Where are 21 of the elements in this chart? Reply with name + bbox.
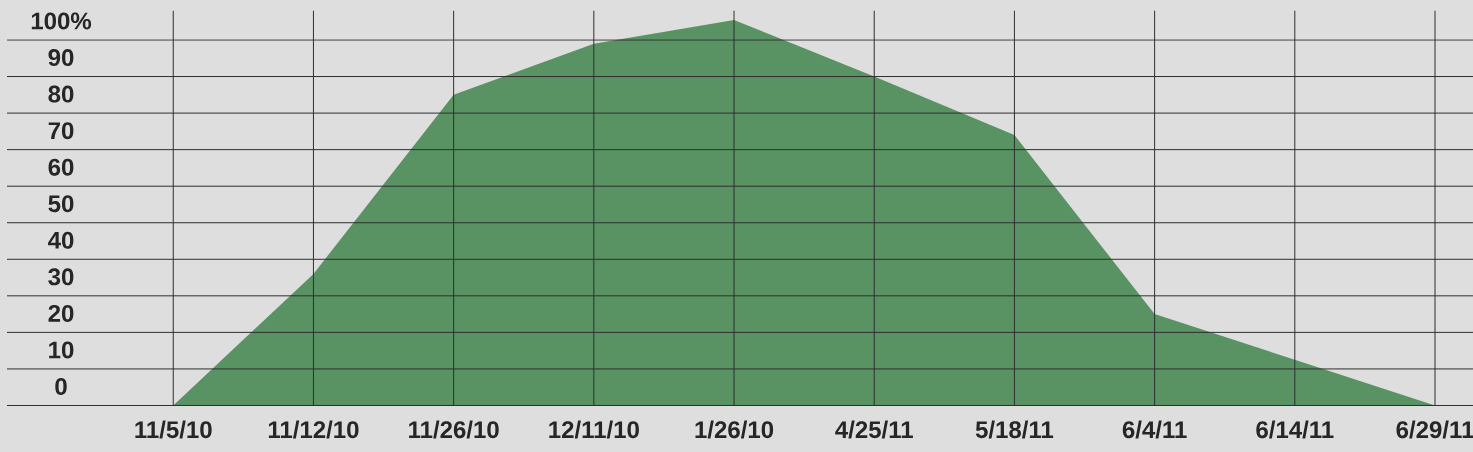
y-tick-label: 90 — [48, 49, 74, 67]
y-tick-label: 10 — [49, 341, 74, 359]
y-tick-label: 60 — [48, 158, 74, 176]
x-tick-label: 11/12/10 — [268, 420, 359, 439]
y-tick-label: 30 — [48, 268, 74, 286]
x-tick-label: 6/14/11 — [1256, 420, 1334, 439]
x-tick-label: 4/25/11 — [835, 420, 913, 439]
y-tick-label: 20 — [48, 304, 74, 322]
y-tick-label: 40 — [48, 231, 74, 249]
x-tick-label: 5/18/11 — [975, 420, 1054, 439]
x-tick-label: 6/29/11 — [1396, 420, 1473, 439]
x-tick-label: 1/26/10 — [695, 420, 774, 439]
y-tick-label: 70 — [48, 122, 74, 140]
y-tick-label: 50 — [48, 195, 74, 213]
x-tick-label: 11/26/10 — [409, 420, 499, 439]
y-tick-label: 100% — [31, 12, 92, 30]
y-tick-label: 80 — [48, 85, 74, 103]
x-tick-label: 12/11/10 — [549, 420, 639, 439]
x-tick-label: 11/5/10 — [135, 420, 212, 439]
y-tick-label: 0 — [55, 378, 67, 395]
x-tick-label: 6/4/11 — [1122, 420, 1187, 439]
